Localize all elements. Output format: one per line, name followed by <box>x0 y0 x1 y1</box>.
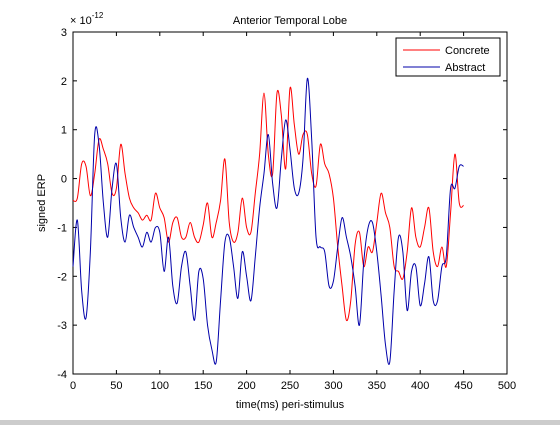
x-tick-label: 500 <box>498 380 516 392</box>
legend-label-abstract: Abstract <box>445 62 485 74</box>
y-tick-label: 1 <box>61 125 67 137</box>
y-axis-label: signed ERP <box>36 174 48 232</box>
x-tick-label: 350 <box>368 380 386 392</box>
x-tick-label: 0 <box>70 380 76 392</box>
plot-area <box>72 31 508 375</box>
y-tick-label: 3 <box>61 27 67 39</box>
scale-exponent-base: × 10 <box>70 15 92 27</box>
x-tick-label: 450 <box>454 380 472 392</box>
y-tick-label: 2 <box>61 76 67 88</box>
y-tick-label: -4 <box>57 369 67 381</box>
x-tick-label: 50 <box>110 380 122 392</box>
scale-exponent-label: × 10-12 <box>70 11 104 27</box>
legend-label-concrete: Concrete <box>445 45 490 57</box>
legend-box <box>395 37 501 77</box>
x-axis-label: time(ms) peri-stimulus <box>236 399 345 411</box>
legend: Concrete Abstract <box>395 37 501 77</box>
x-tick-label: 100 <box>151 380 169 392</box>
y-tick-label: -3 <box>57 320 67 332</box>
x-tick-label: 300 <box>324 380 342 392</box>
y-tick-label: -2 <box>57 271 67 283</box>
chart-title: Anterior Temporal Lobe <box>233 15 347 27</box>
series-line-concrete <box>72 86 465 322</box>
series-line-abstract <box>72 77 464 365</box>
x-tick-label: 150 <box>194 380 212 392</box>
x-tick-label: 200 <box>237 380 255 392</box>
scale-exponent-power: -12 <box>92 11 104 20</box>
x-tick-label: 250 <box>281 380 299 392</box>
y-tick-label: 0 <box>61 174 67 186</box>
x-tick-label: 400 <box>411 380 429 392</box>
y-tick-label: -1 <box>57 222 67 234</box>
